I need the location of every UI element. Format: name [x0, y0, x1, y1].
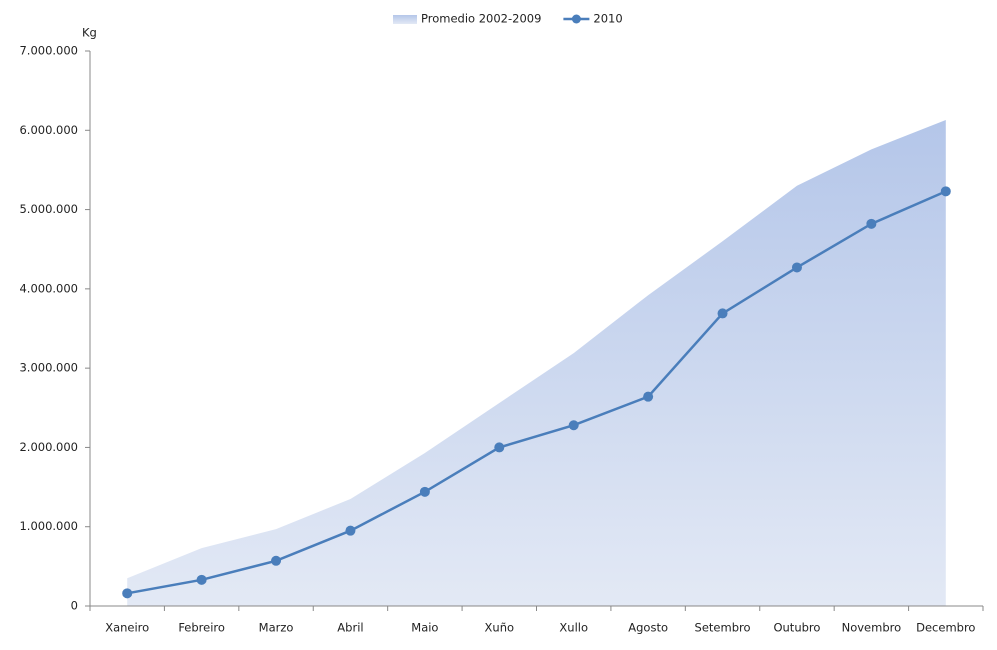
y-tick-label: 3.000.000 [19, 361, 78, 375]
point [196, 574, 207, 585]
legend-marker [571, 14, 581, 24]
x-tick-label: Marzo [259, 621, 294, 635]
x-tick-label: Decembro [916, 621, 975, 635]
point [345, 525, 356, 536]
x-tick-label: Novembro [842, 621, 902, 635]
point [419, 486, 430, 497]
x-tick-label: Xaneiro [105, 621, 149, 635]
area [127, 119, 946, 606]
x-tick-label: Agosto [628, 621, 668, 635]
x-tick-label: Abril [337, 621, 363, 635]
point [568, 420, 579, 431]
point [271, 555, 282, 566]
x-tick-label: Xullo [559, 621, 588, 635]
x-tick-label: Outubro [773, 621, 820, 635]
point [717, 308, 728, 319]
y-tick-label: 7.000.000 [19, 44, 78, 58]
y-tick-label: 5.000.000 [19, 202, 78, 216]
y-tick-label: 1.000.000 [19, 519, 78, 533]
legend-swatch [393, 15, 417, 24]
y-tick-label: 4.000.000 [19, 281, 78, 295]
point [494, 442, 505, 453]
x-tick-label: Maio [411, 621, 438, 635]
point [122, 588, 133, 599]
x-tick-label: Xuño [485, 621, 515, 635]
point [791, 262, 802, 273]
x-tick-label: Setembro [695, 621, 751, 635]
line [126, 190, 947, 595]
point [940, 186, 951, 197]
point [643, 391, 654, 402]
legend-label: Promedio 2002-2009 [421, 12, 541, 26]
x-tick-label: Febreiro [178, 621, 225, 635]
y-axis-label: Kg [82, 26, 97, 40]
legend-label: 2010 [593, 12, 622, 26]
y-tick-label: 2.000.000 [19, 440, 78, 454]
y-tick-label: 6.000.000 [19, 123, 78, 137]
point [866, 218, 877, 229]
y-tick-label: 0 [71, 599, 78, 613]
